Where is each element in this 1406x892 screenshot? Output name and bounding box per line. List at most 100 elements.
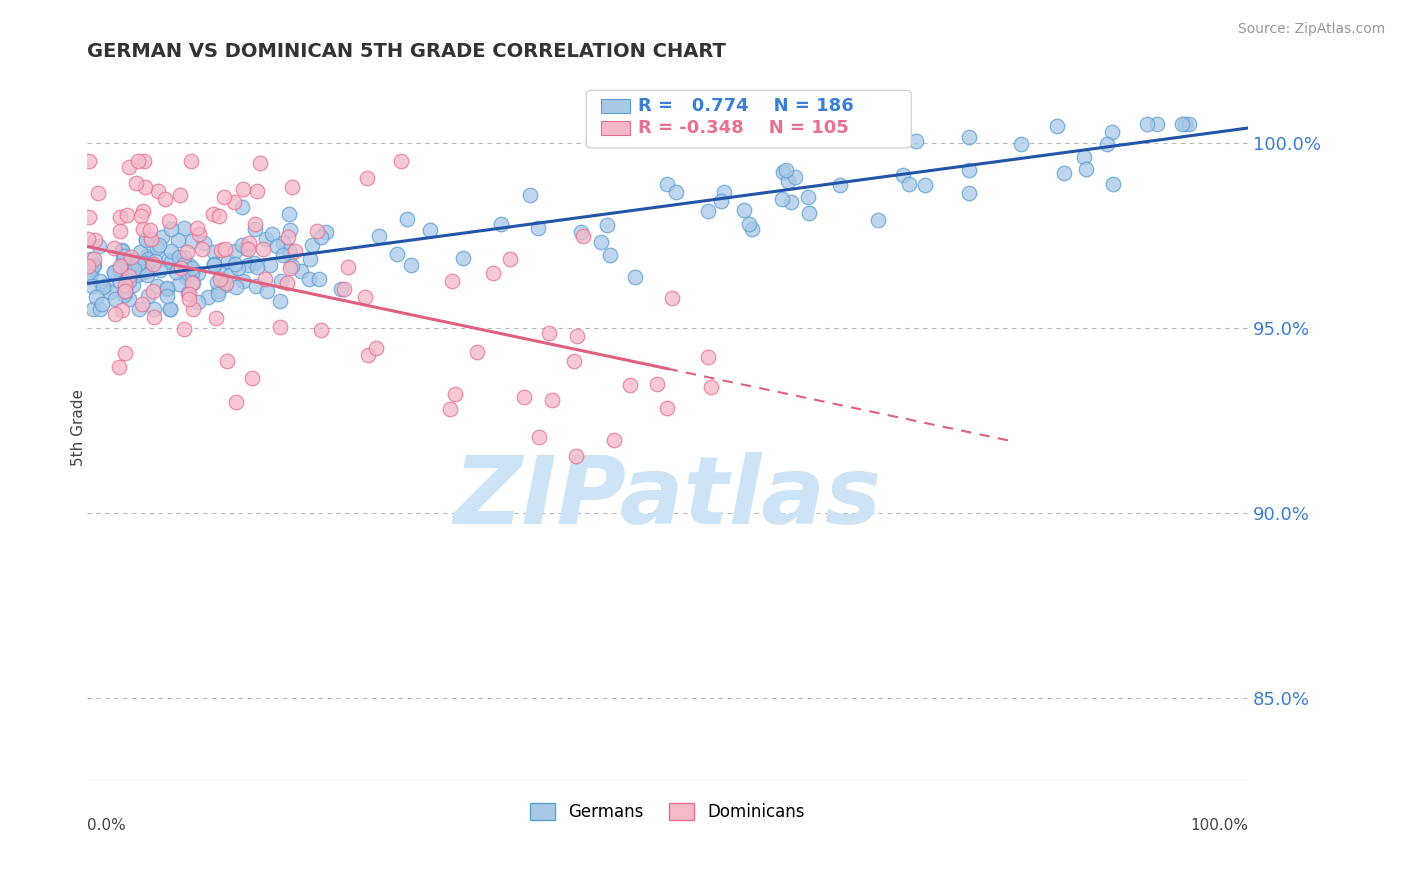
Point (118, 160, 141, 174)
Point (167, 251, 190, 265)
Point (80, 278, 103, 293)
Point (259, 258, 281, 272)
Point (112, 252, 135, 266)
Point (246, 260, 269, 274)
Point (957, 129, 980, 144)
Bar (602, 99, 630, 113)
Point (167, 233, 190, 247)
Point (118, 269, 141, 284)
Point (125, 268, 148, 282)
Point (368, 229, 391, 244)
Point (127, 154, 149, 169)
Point (181, 234, 204, 248)
Point (132, 154, 155, 169)
Point (114, 286, 136, 301)
Point (238, 235, 260, 250)
Point (157, 214, 180, 228)
Point (118, 274, 141, 288)
Point (353, 290, 375, 304)
Point (441, 274, 464, 288)
Point (278, 223, 301, 237)
Point (76, 259, 98, 273)
Point (1074, 161, 1097, 176)
Point (120, 250, 142, 264)
Point (696, 350, 718, 364)
Bar (602, 120, 630, 135)
Point (537, 326, 560, 341)
Point (596, 218, 619, 232)
Point (444, 387, 467, 401)
Point (217, 254, 239, 268)
Point (114, 272, 136, 286)
Point (142, 257, 165, 271)
Point (108, 224, 131, 238)
Point (77, 232, 100, 246)
Point (156, 281, 179, 295)
Point (513, 390, 536, 404)
Point (1046, 120, 1069, 134)
Point (665, 185, 688, 199)
Point (209, 243, 232, 257)
Point (107, 360, 129, 375)
Text: GERMAN VS DOMINICAN 5TH GRADE CORRELATION CHART: GERMAN VS DOMINICAN 5TH GRADE CORRELATIO… (87, 42, 725, 61)
Point (252, 242, 274, 256)
Point (207, 287, 229, 301)
Point (218, 268, 240, 282)
Point (153, 192, 176, 206)
Point (186, 221, 208, 235)
Point (866, 213, 889, 227)
Point (129, 266, 152, 280)
Point (245, 217, 267, 231)
Point (125, 257, 148, 271)
Point (136, 289, 159, 303)
Point (180, 260, 202, 275)
Point (270, 274, 292, 288)
Point (82, 302, 104, 317)
Point (79, 269, 101, 284)
Point (315, 225, 337, 239)
Point (179, 287, 201, 301)
Point (173, 256, 195, 270)
Point (108, 261, 131, 276)
Point (356, 171, 378, 186)
Point (236, 258, 259, 272)
Point (167, 277, 190, 291)
Point (118, 293, 141, 307)
Point (84, 290, 107, 304)
Point (159, 255, 181, 269)
Point (215, 277, 238, 291)
Point (111, 257, 134, 271)
Point (785, 169, 807, 184)
Point (108, 260, 131, 274)
Point (254, 232, 277, 246)
Point (180, 154, 202, 169)
Point (278, 260, 301, 275)
Point (224, 244, 246, 259)
Point (173, 250, 195, 264)
Point (957, 186, 980, 200)
Point (256, 284, 278, 298)
Point (309, 229, 332, 244)
Point (231, 200, 253, 214)
Point (191, 243, 214, 257)
Point (1101, 125, 1123, 139)
Point (115, 268, 138, 282)
Point (136, 248, 159, 262)
Point (112, 288, 135, 302)
Point (104, 307, 127, 321)
Text: R = -0.348    N = 105: R = -0.348 N = 105 (638, 119, 849, 136)
Point (281, 260, 304, 274)
Point (136, 268, 159, 282)
Point (160, 221, 183, 235)
Point (337, 260, 360, 275)
Point (797, 190, 820, 204)
Point (115, 208, 138, 222)
Point (214, 242, 236, 256)
Point (222, 194, 245, 209)
Point (104, 293, 127, 307)
Point (697, 203, 720, 218)
Point (209, 272, 232, 286)
Point (776, 174, 799, 188)
Point (308, 271, 330, 285)
Point (135, 232, 157, 246)
